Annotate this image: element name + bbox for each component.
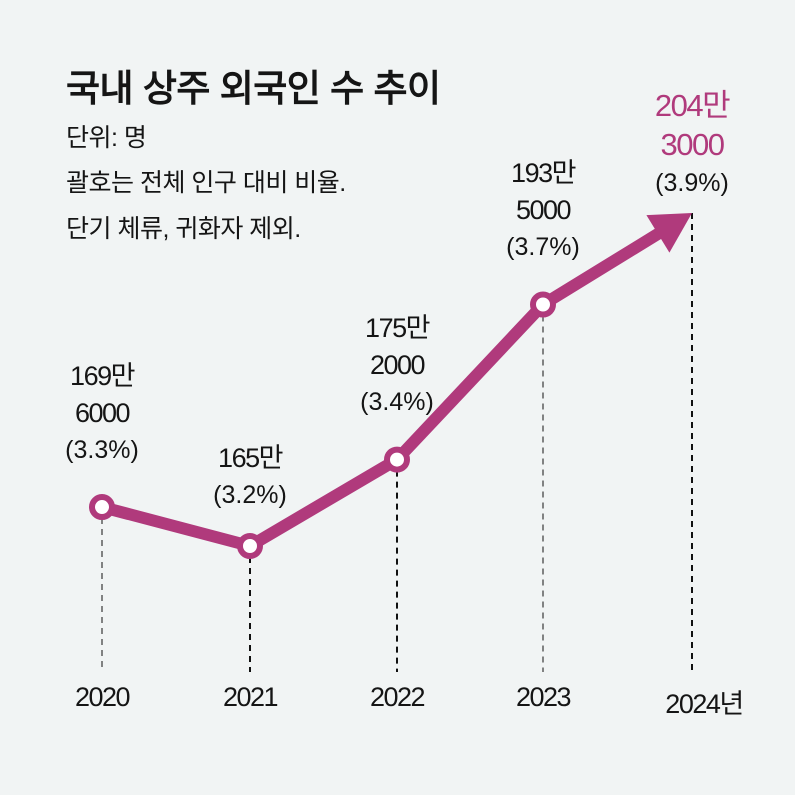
- value-label-line1: 204만: [654, 88, 731, 123]
- value-label-line1: 193만: [511, 158, 576, 188]
- data-point-2022: [384, 446, 410, 473]
- value-label-line1: 175만: [365, 313, 430, 343]
- data-label-2020: 169만 6000 (3.3%): [65, 358, 139, 469]
- percent-label: (3.4%): [360, 388, 434, 416]
- value-label-line2: 6000: [74, 398, 131, 428]
- data-label-2023: 193만 5000 (3.7%): [506, 155, 580, 266]
- percent-label: (3.9%): [655, 169, 729, 197]
- data-point-2023: [530, 291, 556, 318]
- data-label-2021: 165만 (3.2%): [213, 440, 287, 514]
- value-label-line1: 169만: [70, 361, 135, 391]
- data-point-2021: [237, 533, 263, 559]
- value-label-line2: 2000: [369, 350, 426, 380]
- chart-title: 국내 상주 외국인 수 추이: [66, 68, 441, 109]
- data-label-2022: 175만 2000 (3.4%): [360, 310, 434, 421]
- arrow-head-icon: [646, 213, 692, 253]
- percent-label: (3.3%): [65, 436, 139, 464]
- percent-label: (3.7%): [506, 233, 580, 261]
- value-label-line1: 165만: [218, 443, 283, 473]
- value-label-line2: 5000: [515, 195, 572, 225]
- x-tick-label: 2023: [515, 682, 572, 712]
- x-tick-label: 2020: [74, 682, 131, 712]
- unit-note: 단위: 명: [66, 124, 147, 152]
- note-exclusions: 단기 체류, 귀화자 제외.: [66, 215, 301, 243]
- data-label-2024: 204만 3000 (3.9%): [654, 86, 731, 203]
- x-tick-label: 2022: [369, 682, 426, 712]
- x-tick-label: 2024년: [665, 689, 744, 719]
- value-label-line2: 3000: [660, 127, 725, 162]
- percent-label: (3.2%): [213, 481, 287, 509]
- data-point-2020: [89, 494, 115, 521]
- note-parentheses: 괄호는 전체 인구 대비 비율.: [66, 169, 346, 197]
- x-tick-label: 2021: [222, 682, 279, 712]
